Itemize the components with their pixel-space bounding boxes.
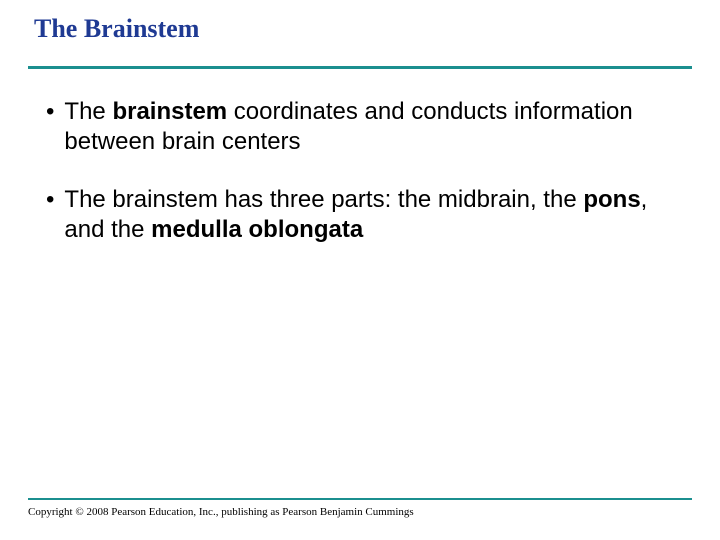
footer-divider — [28, 498, 692, 500]
copyright-text: Copyright © 2008 Pearson Education, Inc.… — [28, 506, 692, 518]
slide-content: • The brainstem coordinates and conducts… — [28, 97, 692, 245]
slide: The Brainstem • The brainstem coordinate… — [0, 0, 720, 540]
slide-footer: Copyright © 2008 Pearson Education, Inc.… — [28, 498, 692, 518]
text-run-bold: pons — [583, 186, 640, 213]
text-run: The brainstem has three parts: the midbr… — [64, 186, 583, 213]
title-divider — [28, 66, 692, 69]
text-run-bold: medulla oblongata — [151, 216, 363, 243]
bullet-item: • The brainstem coordinates and conducts… — [46, 97, 682, 157]
slide-title: The Brainstem — [34, 14, 692, 44]
text-run: The — [64, 98, 112, 125]
bullet-marker: • — [46, 185, 54, 215]
bullet-marker: • — [46, 97, 54, 127]
text-run-bold: brainstem — [112, 98, 227, 125]
bullet-text: The brainstem coordinates and conducts i… — [64, 97, 682, 157]
bullet-text: The brainstem has three parts: the midbr… — [64, 185, 682, 245]
bullet-item: • The brainstem has three parts: the mid… — [46, 185, 682, 245]
